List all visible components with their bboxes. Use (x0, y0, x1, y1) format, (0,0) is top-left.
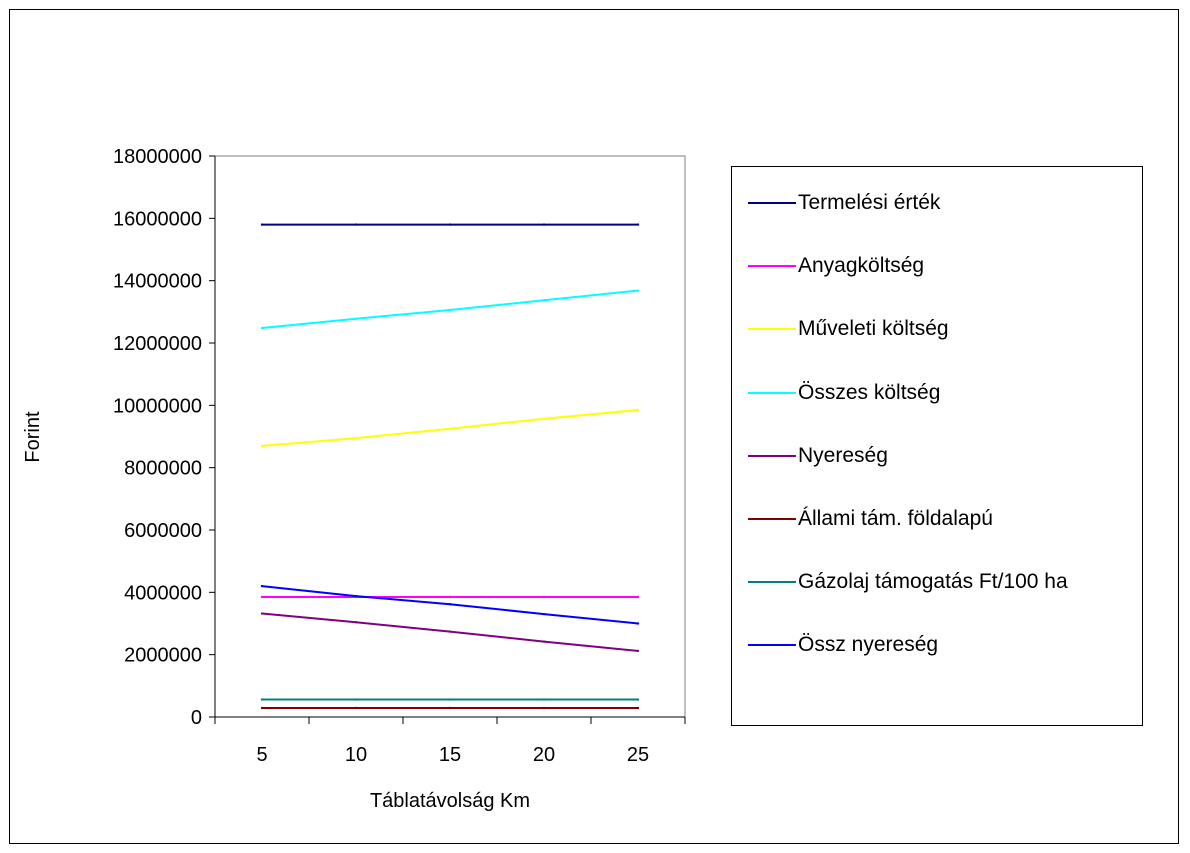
data-point (636, 706, 640, 710)
data-point (354, 594, 358, 598)
data-point (542, 640, 546, 643)
data-point (354, 317, 358, 320)
plot-area (214, 155, 686, 718)
y-tick-label: 6000000 (124, 520, 202, 542)
x-tick-label: 5 (256, 744, 267, 766)
legend-item: Állami tám. földalapú (748, 504, 993, 534)
legend-item: Termelési érték (748, 188, 940, 218)
legend-swatch (748, 581, 796, 584)
data-point (448, 706, 452, 710)
legend-label: Összes költség (798, 380, 941, 404)
data-point (354, 223, 358, 226)
y-tick-label: 16000000 (113, 208, 202, 230)
legend-label: Műveleti költség (798, 317, 949, 341)
y-tick-label: 14000000 (113, 271, 202, 293)
data-point (260, 706, 264, 710)
data-point (636, 408, 640, 412)
data-point (448, 595, 452, 599)
legend-swatch (748, 454, 796, 457)
x-tick-label: 10 (345, 744, 367, 766)
data-point (636, 595, 640, 599)
data-point (542, 417, 546, 420)
data-point (636, 289, 640, 292)
y-axis-label: Forint (22, 411, 44, 463)
legend-item: Össz nyereség (748, 630, 938, 660)
data-point (260, 612, 264, 615)
data-point (448, 427, 452, 430)
data-point (448, 698, 452, 701)
chart-frame: 0 2000000 4000000 6000000 8000000 10000000 120… (9, 9, 1179, 844)
data-point (448, 630, 452, 633)
data-point (260, 698, 264, 701)
legend-label: Állami tám. földalapú (798, 507, 993, 530)
data-point (260, 444, 264, 448)
data-point (636, 649, 640, 653)
legend-item: Nyereség (748, 441, 888, 471)
legend-swatch (748, 265, 796, 268)
x-tick-label: 15 (439, 744, 461, 766)
legend-swatch (748, 202, 796, 204)
y-tick-label: 0 (191, 707, 202, 729)
data-point (542, 698, 546, 701)
legend-item: Anyagköltség (748, 251, 924, 281)
data-point (260, 595, 264, 599)
legend-item: Gázolaj támogatás Ft/100 ha (748, 567, 1068, 597)
data-point (260, 326, 264, 330)
data-point (260, 584, 264, 588)
data-point (542, 223, 546, 226)
data-point (354, 706, 358, 710)
legend-label: Nyereség (798, 443, 888, 467)
y-tick-label: 18000000 (113, 146, 202, 168)
legend-label: Gázolaj támogatás Ft/100 ha (798, 570, 1068, 594)
y-tick-label: 10000000 (113, 395, 202, 417)
x-tick-label: 25 (627, 744, 649, 766)
data-point (542, 595, 546, 599)
data-point (354, 436, 358, 440)
data-point (354, 621, 358, 624)
legend-item: Műveleti költség (748, 314, 949, 344)
data-point (260, 223, 264, 226)
legend-swatch (748, 391, 796, 394)
legend-label: Anyagköltség (798, 254, 925, 278)
y-tick-label: 12000000 (113, 333, 202, 355)
legend-swatch (748, 328, 796, 331)
x-axis-label: Táblatávolság Km (370, 790, 530, 812)
data-point (542, 299, 546, 302)
data-point (448, 223, 452, 226)
legend-swatch (748, 644, 796, 647)
data-point (636, 622, 640, 625)
y-tick-label: 4000000 (124, 582, 202, 604)
data-point (354, 698, 358, 701)
legend-swatch (748, 518, 796, 520)
y-tick-label: 8000000 (124, 458, 202, 480)
data-point (448, 602, 452, 606)
line-chart: 0 2000000 4000000 6000000 8000000 10000000 120… (22, 146, 686, 812)
data-point (448, 308, 452, 312)
legend-item: Összes költség (748, 378, 940, 408)
data-point (636, 223, 640, 226)
y-tick-label: 2000000 (124, 645, 202, 667)
legend: Termelési érték Anyagköltség Műveleti költ… (731, 166, 1143, 726)
data-point (542, 706, 546, 710)
data-point (636, 698, 640, 701)
legend-label: Össz nyereség (798, 633, 939, 657)
x-tick-label: 20 (533, 744, 555, 766)
legend-label: Termelési érték (798, 191, 941, 214)
data-point (542, 612, 546, 616)
